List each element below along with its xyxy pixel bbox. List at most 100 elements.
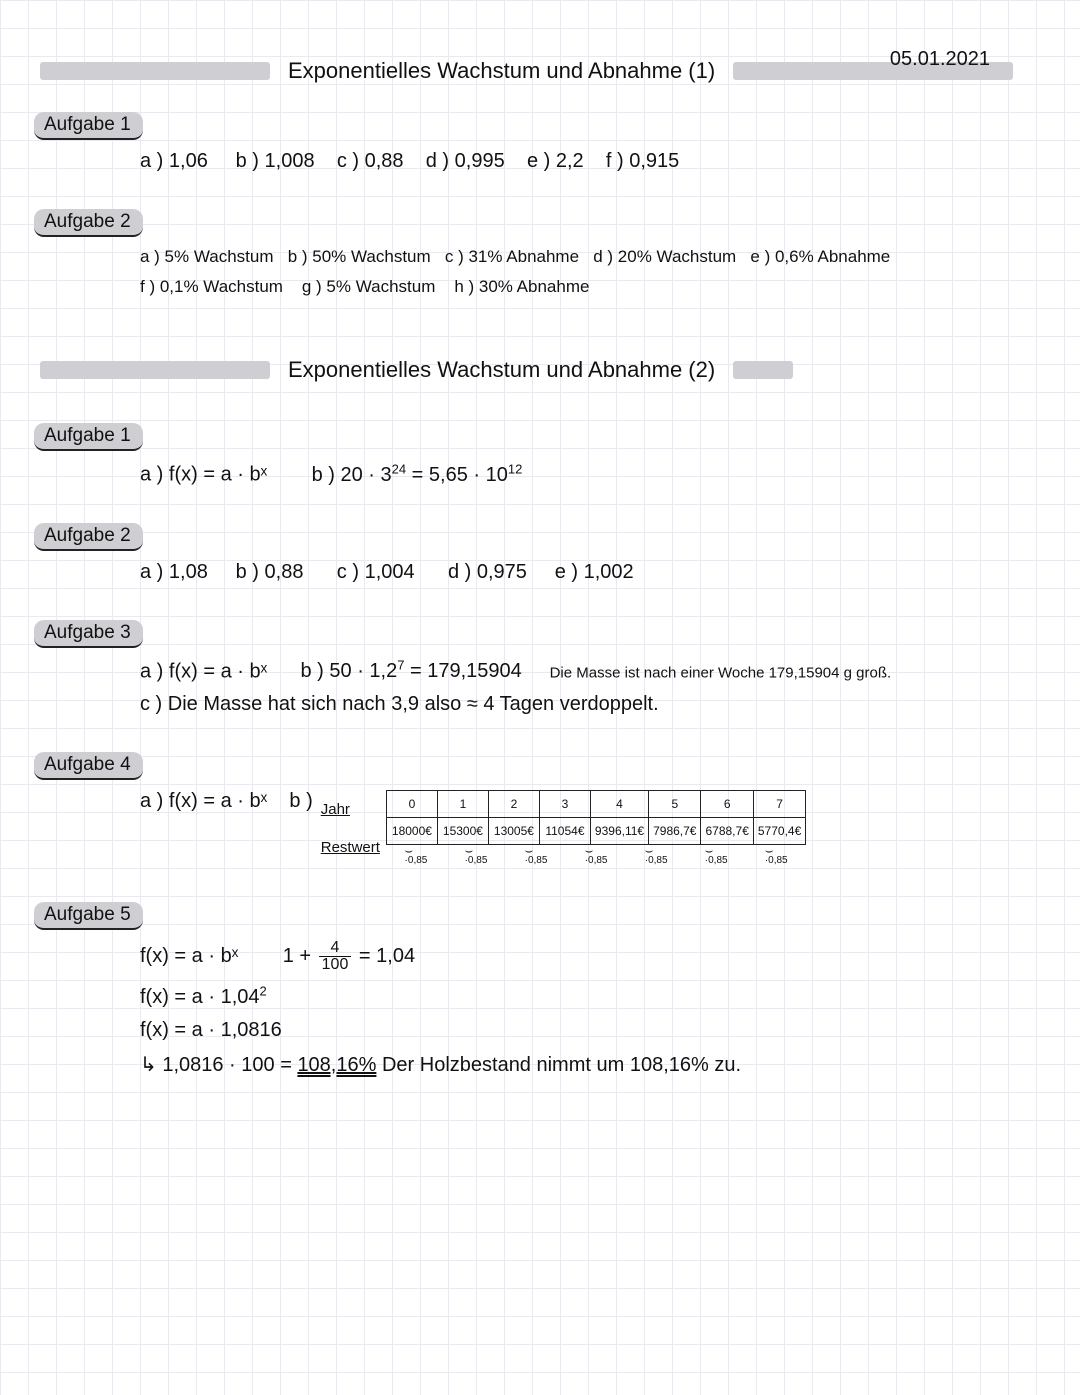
aufgabe-pill: Aufgabe 3 (34, 620, 143, 648)
text: = 1,04 (359, 945, 415, 967)
factor: ·0,85 (705, 847, 728, 866)
cell: 3 (539, 791, 590, 818)
item: c ) 31% Abnahme (445, 247, 579, 266)
cell: 1 (437, 791, 488, 818)
item: a ) f(x) = a · bˣ (140, 660, 267, 682)
item: f(x) = a · 1,042 (140, 986, 267, 1008)
cell: 2 (488, 791, 539, 818)
cell: 6 (701, 791, 753, 818)
sheet1-aufgabe2: Aufgabe 2 a ) 5% Wachstum b ) 50% Wachst… (40, 209, 1040, 297)
text: f(x) = a · 1,04 (140, 986, 260, 1008)
exercise-line: a ) 5% Wachstum b ) 50% Wachstum c ) 31%… (140, 247, 1040, 267)
exponent: 2 (260, 983, 267, 998)
aufgabe-pill: Aufgabe 2 (34, 209, 143, 237)
exercise-line: f(x) = a · 1,042 (140, 983, 1040, 1009)
cell: 13005€ (488, 818, 539, 845)
item: b ) 20 · 324 = 5,65 · 1012 (312, 464, 523, 486)
cell: 5770,4€ (753, 818, 805, 845)
item: b ) 0,88 (236, 561, 304, 583)
page-date: 05.01.2021 (890, 48, 990, 71)
factor: ·0,85 (585, 847, 608, 866)
fraction: 4 100 (319, 940, 352, 973)
text: = 5,65 · 10 (406, 464, 508, 486)
table-row-labels: Jahr Restwert (321, 790, 380, 866)
item: d ) 0,975 (448, 561, 527, 583)
factor: ·0,85 (405, 847, 428, 866)
row-label: Restwert (321, 834, 380, 860)
cell: 11054€ (539, 818, 590, 845)
sheet1-aufgabe1: Aufgabe 1 a ) 1,06 b ) 1,008 c ) 0,88 d … (40, 112, 1040, 173)
cell: 6788,7€ (701, 818, 753, 845)
cell: 4 (590, 791, 648, 818)
cell: 15300€ (437, 818, 488, 845)
aufgabe-pill: Aufgabe 1 (34, 423, 143, 451)
exercise-line: f(x) = a · 1,0816 (140, 1019, 1040, 1042)
title-row-2: Exponentielles Wachstum und Abnahme (2) (40, 357, 1040, 383)
page-title-1: Exponentielles Wachstum und Abnahme (1) (288, 58, 715, 84)
item: a ) 1,08 (140, 561, 208, 583)
text: 1,0816 · 100 = (162, 1054, 297, 1076)
item: c ) 1,004 (337, 561, 415, 583)
exercise-line: a ) 1,06 b ) 1,008 c ) 0,88 d ) 0,995 e … (140, 150, 1040, 173)
page-title-2: Exponentielles Wachstum und Abnahme (2) (288, 357, 715, 383)
table-row: 0 1 2 3 4 5 6 7 (386, 791, 805, 818)
aufgabe-pill: Aufgabe 4 (34, 752, 143, 780)
cell: 7 (753, 791, 805, 818)
denominator: 100 (319, 957, 352, 973)
aufgabe-pill: Aufgabe 5 (34, 902, 143, 930)
item: 1 + 4 100 = 1,04 (283, 945, 415, 967)
aufgabe-pill: Aufgabe 2 (34, 523, 143, 551)
item: h ) 30% Abnahme (454, 277, 589, 296)
item: a ) f(x) = a · bˣ (140, 790, 267, 813)
sheet2-aufgabe1: Aufgabe 1 a ) f(x) = a · bˣ b ) 20 · 324… (40, 423, 1040, 487)
note: Die Masse ist nach einer Woche 179,15904… (550, 664, 892, 681)
title-bar-right (733, 361, 793, 379)
item: e ) 0,6% Abnahme (750, 247, 890, 266)
item: a ) 1,06 (140, 150, 208, 172)
exercise-line: f(x) = a · bˣ 1 + 4 100 = 1,04 (140, 940, 1040, 973)
item: b ) 50% Wachstum (288, 247, 431, 266)
exercise-line: f ) 0,1% Wachstum g ) 5% Wachstum h ) 30… (140, 277, 1040, 297)
item: f ) 0,915 (606, 150, 679, 172)
item: f ) 0,1% Wachstum (140, 277, 283, 296)
sheet2-aufgabe2: Aufgabe 2 a ) 1,08 b ) 0,88 c ) 1,004 d … (40, 523, 1040, 584)
item: c ) 0,88 (337, 150, 404, 172)
exercise-line: a ) f(x) = a · bˣ b ) Jahr Restwert 0 1 … (140, 790, 1040, 866)
item: a ) f(x) = a · bˣ (140, 464, 267, 486)
exercise-line: a ) f(x) = a · bˣ b ) 50 · 1,27 = 179,15… (140, 658, 1040, 684)
title-bar-left (40, 62, 270, 80)
text: Der Holzbestand nimmt um 108,16% zu. (382, 1054, 741, 1076)
exercise-line: a ) f(x) = a · bˣ b ) 20 · 324 = 5,65 · … (140, 461, 1040, 487)
numerator: 4 (319, 940, 352, 957)
factor: ·0,85 (465, 847, 488, 866)
factor: ·0,85 (645, 847, 668, 866)
item: e ) 2,2 (527, 150, 584, 172)
sheet2-aufgabe4: Aufgabe 4 a ) f(x) = a · bˣ b ) Jahr Res… (40, 752, 1040, 866)
table-row: 18000€ 15300€ 13005€ 11054€ 9396,11€ 798… (386, 818, 805, 845)
exercise-line: 1,0816 · 100 = 108,16% Der Holzbestand n… (140, 1052, 1040, 1077)
text: b ) 20 · 3 (312, 464, 392, 486)
final-answer: 108,16% (297, 1054, 376, 1076)
aufgabe-pill: Aufgabe 1 (34, 112, 143, 140)
text: = 179,15904 (404, 660, 521, 682)
mini-table: 0 1 2 3 4 5 6 7 18000€ 15300€ 1300 (386, 790, 806, 845)
item: b ) 1,008 (236, 150, 315, 172)
text: b ) 50 · 1,2 (301, 660, 398, 682)
cell: 7986,7€ (649, 818, 701, 845)
exponent: 12 (508, 461, 522, 476)
cell: 9396,11€ (590, 818, 648, 845)
factor: ·0,85 (765, 847, 788, 866)
item: b ) 50 · 1,27 = 179,15904 (301, 660, 528, 682)
text: 1 + (283, 945, 317, 967)
item: e ) 1,002 (555, 561, 634, 583)
sheet2-aufgabe5: Aufgabe 5 f(x) = a · bˣ 1 + 4 100 = 1,04… (40, 902, 1040, 1077)
row-label: Jahr (321, 796, 380, 822)
cell: 18000€ (386, 818, 437, 845)
factor-arcs: ·0,85 ·0,85 ·0,85 ·0,85 ·0,85 ·0,85 ·0,8… (386, 847, 806, 866)
item: b ) (289, 790, 312, 813)
cell: 0 (386, 791, 437, 818)
exercise-line: a ) 1,08 b ) 0,88 c ) 1,004 d ) 0,975 e … (140, 561, 1040, 584)
item: d ) 20% Wachstum (593, 247, 736, 266)
exercise-line: c ) Die Masse hat sich nach 3,9 also ≈ 4… (140, 693, 1040, 716)
item: d ) 0,995 (426, 150, 505, 172)
